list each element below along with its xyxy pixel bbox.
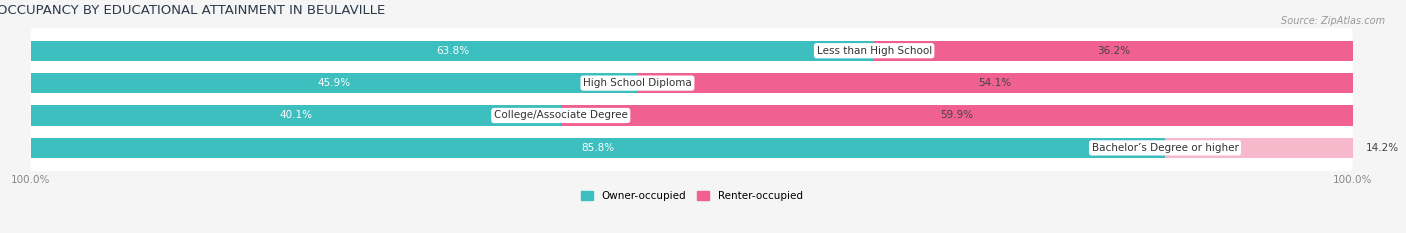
- Text: 45.9%: 45.9%: [318, 78, 350, 88]
- Text: 14.2%: 14.2%: [1367, 143, 1399, 153]
- Text: 36.2%: 36.2%: [1097, 46, 1130, 56]
- Bar: [31, 138, 1166, 158]
- FancyBboxPatch shape: [31, 54, 1353, 113]
- Bar: [875, 41, 1353, 61]
- Text: 63.8%: 63.8%: [436, 46, 470, 56]
- Bar: [561, 106, 1353, 126]
- Bar: [31, 106, 561, 126]
- FancyBboxPatch shape: [31, 21, 1353, 80]
- Text: 85.8%: 85.8%: [581, 143, 614, 153]
- Bar: [1166, 138, 1353, 158]
- Text: Bachelor’s Degree or higher: Bachelor’s Degree or higher: [1091, 143, 1239, 153]
- Text: OCCUPANCY BY EDUCATIONAL ATTAINMENT IN BEULAVILLE: OCCUPANCY BY EDUCATIONAL ATTAINMENT IN B…: [0, 4, 385, 17]
- Text: College/Associate Degree: College/Associate Degree: [494, 110, 627, 120]
- Text: 54.1%: 54.1%: [979, 78, 1012, 88]
- Bar: [31, 41, 875, 61]
- Text: 40.1%: 40.1%: [280, 110, 312, 120]
- Legend: Owner-occupied, Renter-occupied: Owner-occupied, Renter-occupied: [581, 191, 803, 201]
- Bar: [637, 73, 1353, 93]
- Text: High School Diploma: High School Diploma: [583, 78, 692, 88]
- Text: Source: ZipAtlas.com: Source: ZipAtlas.com: [1281, 16, 1385, 26]
- Text: Less than High School: Less than High School: [817, 46, 932, 56]
- FancyBboxPatch shape: [31, 118, 1353, 177]
- Text: 59.9%: 59.9%: [941, 110, 973, 120]
- Bar: [31, 73, 637, 93]
- FancyBboxPatch shape: [31, 86, 1353, 145]
